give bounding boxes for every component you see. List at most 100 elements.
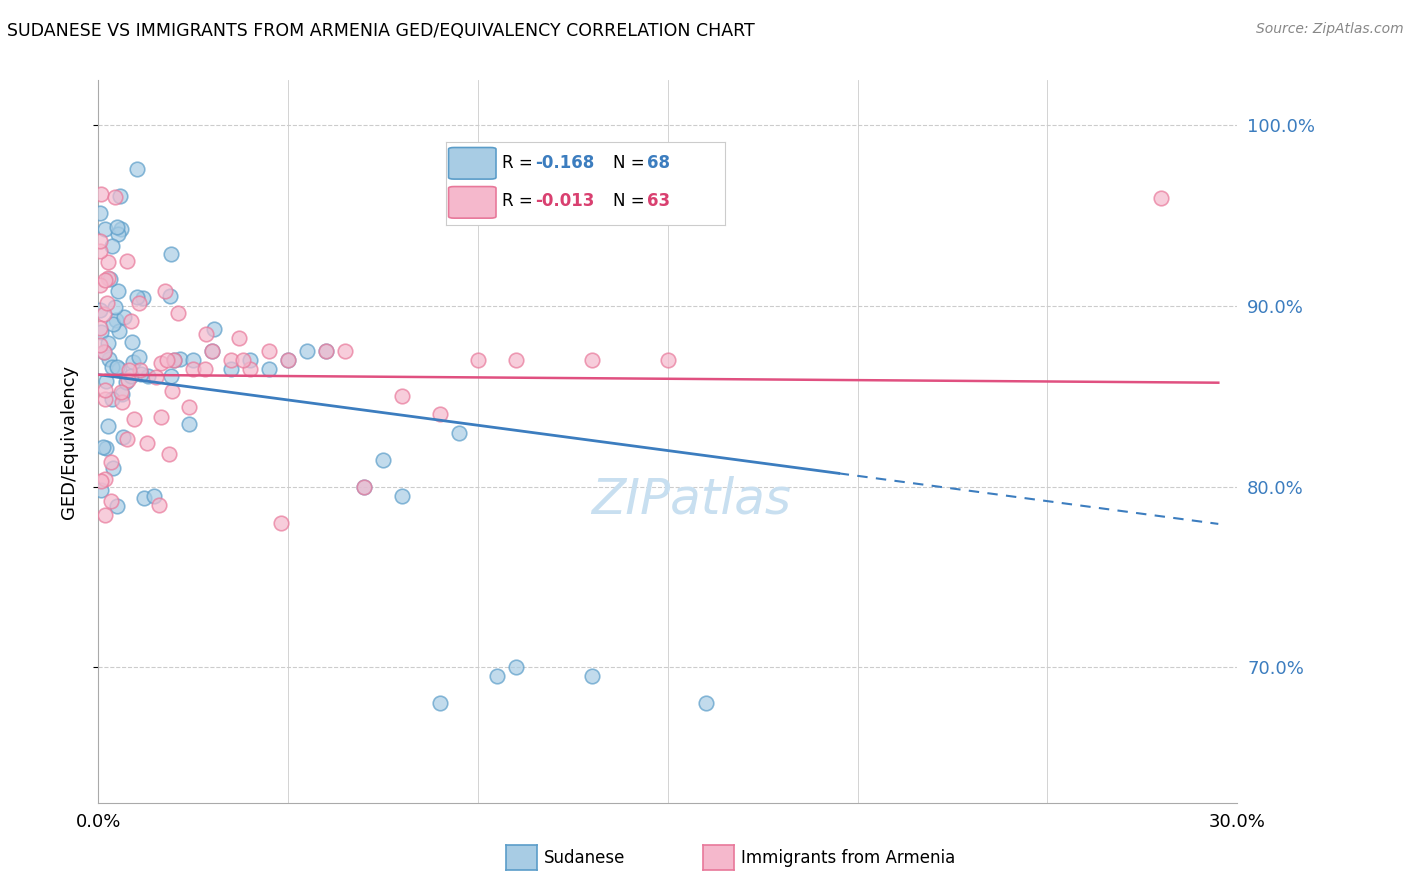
Point (179, 417, 201, 431)
Text: Immigrants from Armenia: Immigrants from Armenia (741, 849, 955, 867)
Point (129, 362, 152, 376)
Point (111, 429, 134, 443)
Point (90, 483, 112, 497)
Text: -0.013: -0.013 (536, 192, 595, 211)
Point (125, 290, 148, 304)
Point (232, 353, 254, 368)
Point (120, 314, 142, 328)
Point (97, 336, 120, 351)
FancyBboxPatch shape (449, 186, 496, 219)
Point (101, 461, 124, 475)
Point (101, 317, 124, 331)
Point (353, 480, 375, 494)
Point (89, 278, 111, 293)
Point (136, 369, 159, 384)
Point (94, 384, 117, 398)
Point (259, 362, 281, 376)
Point (277, 353, 299, 368)
Point (160, 247, 183, 261)
Point (145, 370, 167, 384)
Point (162, 384, 184, 398)
Point (93, 273, 115, 287)
Point (449, 425, 471, 440)
Point (97, 419, 120, 434)
Text: R =: R = (502, 192, 537, 211)
Point (94, 222, 117, 236)
Point (134, 491, 156, 505)
Point (105, 219, 128, 234)
Point (107, 285, 129, 299)
Text: N =: N = (613, 192, 650, 211)
Point (581, 353, 603, 368)
Point (104, 190, 127, 204)
Text: Source: ZipAtlas.com: Source: ZipAtlas.com (1256, 22, 1403, 37)
Point (127, 161, 149, 176)
Point (121, 335, 143, 350)
Point (183, 362, 205, 376)
Point (96, 295, 118, 310)
Point (195, 327, 218, 342)
Point (89, 337, 111, 351)
Point (108, 189, 131, 203)
Point (128, 296, 150, 310)
Point (90, 325, 112, 339)
Point (89, 206, 111, 220)
Text: ZIPatlas: ZIPatlas (591, 475, 790, 524)
Point (94, 374, 117, 388)
Point (94, 472, 117, 486)
Point (486, 669, 509, 683)
Point (100, 455, 122, 469)
Point (142, 489, 165, 503)
Point (101, 239, 124, 253)
Point (89, 244, 111, 259)
Point (117, 432, 139, 446)
Point (277, 353, 299, 368)
Point (467, 353, 489, 368)
Point (221, 362, 243, 376)
Point (117, 373, 139, 387)
Point (657, 353, 679, 368)
Point (150, 356, 173, 370)
Point (429, 697, 451, 711)
Point (194, 362, 217, 376)
Point (135, 436, 157, 450)
Point (163, 353, 186, 368)
Point (270, 516, 292, 530)
Point (93, 345, 115, 359)
Point (98, 271, 121, 285)
Point (104, 300, 127, 314)
Point (167, 306, 190, 320)
Point (179, 401, 201, 415)
Point (91, 440, 114, 454)
Point (100, 392, 122, 407)
Point (169, 352, 191, 367)
Point (391, 489, 413, 503)
Point (89, 320, 111, 334)
Point (202, 322, 225, 336)
Point (163, 353, 186, 368)
Point (93, 345, 115, 359)
Point (122, 355, 145, 369)
Point (101, 359, 124, 374)
Point (221, 353, 243, 368)
Point (1150, 191, 1173, 205)
Point (110, 222, 132, 236)
Point (94, 392, 117, 407)
Point (93, 307, 115, 321)
Point (159, 289, 181, 303)
Point (115, 253, 138, 268)
Point (156, 353, 179, 368)
Point (129, 368, 152, 382)
Text: N =: N = (613, 154, 650, 172)
Point (104, 313, 127, 327)
Point (97, 351, 120, 366)
Text: SUDANESE VS IMMIGRANTS FROM ARMENIA GED/EQUIVALENCY CORRELATION CHART: SUDANESE VS IMMIGRANTS FROM ARMENIA GED/… (7, 22, 755, 40)
Point (122, 412, 145, 426)
Point (581, 669, 603, 683)
Point (429, 408, 451, 422)
Text: 68: 68 (647, 154, 669, 172)
Point (150, 410, 173, 425)
Point (112, 310, 135, 325)
Point (228, 331, 250, 345)
Point (201, 344, 224, 359)
